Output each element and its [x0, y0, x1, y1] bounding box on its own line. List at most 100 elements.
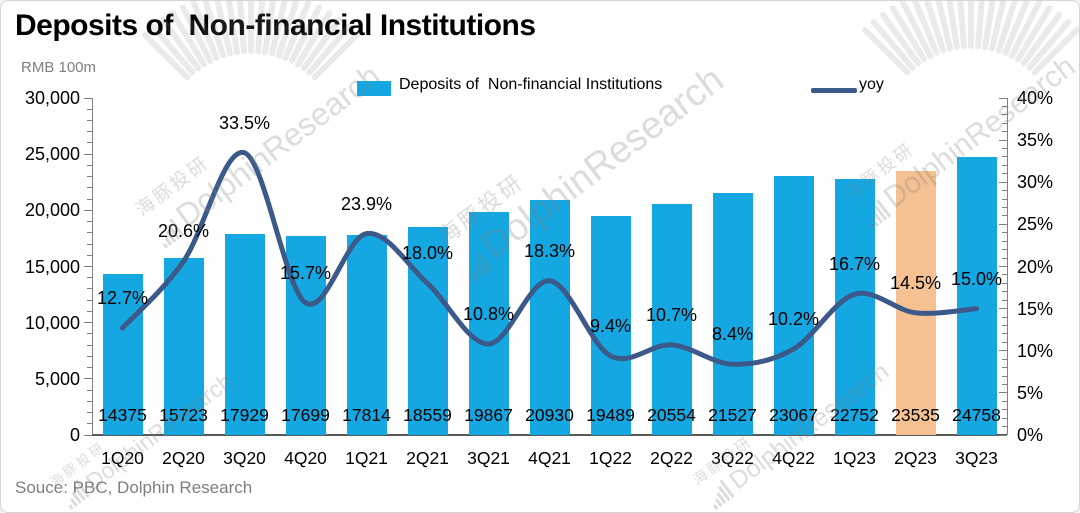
y-axis-right-tick-label: 35% — [1017, 130, 1054, 151]
bar-1q21 — [346, 234, 387, 435]
y-axis-right-tick — [999, 308, 1007, 310]
y-axis-left-tick-label: 10,000 — [24, 312, 80, 333]
y-axis-left-tick — [87, 355, 92, 357]
yoy-point-label: 9.4% — [589, 315, 632, 336]
y-axis-left-tick-label: 15,000 — [24, 256, 80, 277]
bar-4q20 — [285, 236, 326, 435]
bar-2q21 — [407, 226, 448, 435]
yoy-point-label: 10.8% — [462, 304, 515, 324]
y-axis-right-tick — [1002, 274, 1007, 276]
y-axis-right-tick — [1002, 215, 1007, 217]
y-axis-right-tick — [1002, 400, 1007, 402]
x-axis-label: 4Q21 — [528, 448, 571, 468]
legend-bar-swatch — [357, 81, 391, 96]
bar-value-label: 20554 — [647, 405, 696, 425]
bar-value-label: 15723 — [159, 405, 208, 425]
y-axis-right-tick — [999, 392, 1007, 394]
y-axis-left-tick — [87, 310, 92, 312]
yoy-point-label: 8.4% — [711, 324, 754, 345]
bar-value-label: 22752 — [830, 405, 879, 425]
yoy-point-label: 18.3% — [523, 240, 576, 261]
yoy-point-label: 10.2% — [767, 309, 820, 330]
bar-3q23 — [956, 156, 997, 435]
x-axis-label: 1Q22 — [589, 448, 632, 468]
yoy-point-label: 23.9% — [340, 193, 393, 214]
y-axis-right-tick — [1002, 417, 1007, 419]
bar-1q20 — [102, 273, 143, 435]
bar-value-label: 20930 — [525, 405, 574, 425]
bar-3q22 — [712, 193, 753, 435]
y-axis-left-tick — [87, 277, 92, 279]
source-note: Souce: PBC, Dolphin Research — [15, 478, 253, 497]
y-axis-left-tick-label: 30,000 — [24, 88, 80, 108]
bar-value-label: 23535 — [891, 405, 940, 425]
y-axis-right-tick — [999, 181, 1007, 183]
y-axis-right-tick — [1002, 367, 1007, 369]
bar-value-label: 18559 — [403, 405, 452, 425]
yoy-point-label: 12.7% — [96, 288, 149, 308]
y-axis-right-tick-label: 20% — [1017, 256, 1054, 277]
x-axis-label: 2Q23 — [894, 448, 937, 468]
x-axis-label: 1Q21 — [345, 448, 388, 468]
y-axis-left-tick — [87, 299, 92, 301]
y-axis-right-tick-label: 25% — [1017, 214, 1054, 235]
y-axis-left-tick — [87, 288, 92, 290]
bar-value-label: 17929 — [220, 405, 269, 425]
y-axis-right-tick — [1002, 114, 1007, 116]
y-axis-right-tick — [1002, 409, 1007, 411]
y-axis-right-tick — [1002, 105, 1007, 107]
y-axis-left-tick — [87, 142, 92, 144]
y-axis-right-tick — [1002, 426, 1007, 428]
y-axis-right-tick — [1002, 358, 1007, 360]
y-axis-left-tick — [87, 333, 92, 335]
yoy-point-label: 20.6% — [157, 221, 210, 242]
bar-value-label: 17699 — [281, 405, 330, 425]
y-axis-right-line — [1007, 98, 1008, 435]
y-axis-left-tick — [87, 164, 92, 166]
y-axis-right-tick — [1002, 164, 1007, 166]
bar-4q22 — [773, 175, 814, 435]
y-axis-left-tick — [87, 367, 92, 369]
y-axis-right-tick-label: 10% — [1017, 340, 1054, 361]
y-axis-left-tick — [87, 254, 92, 256]
bar-value-label: 24758 — [952, 405, 1001, 425]
y-axis-left-tick — [84, 434, 92, 436]
bar-value-label: 21527 — [708, 405, 757, 425]
y-axis-right-tick — [999, 139, 1007, 141]
y-axis-right-tick — [999, 434, 1007, 436]
y-axis-right-tick — [999, 97, 1007, 99]
y-axis-right-tick — [1002, 190, 1007, 192]
y-axis-right-tick — [1002, 232, 1007, 234]
y-axis-left-tick-label: 5,000 — [34, 368, 80, 389]
bar-value-label: 23067 — [769, 405, 818, 425]
y-axis-left-tick — [87, 119, 92, 121]
yoy-point-label: 15.7% — [279, 262, 332, 283]
y-axis-left-tick — [87, 176, 92, 178]
bar-3q21 — [468, 211, 509, 435]
y-axis-left-tick — [84, 322, 92, 324]
x-axis-line — [92, 434, 1007, 436]
y-axis-left-tick — [84, 266, 92, 267]
y-axis-left-tick — [87, 198, 92, 200]
y-axis-right-tick-label: 40% — [1017, 88, 1054, 108]
bar-3q20 — [224, 233, 265, 435]
y-axis-right-tick — [1002, 122, 1007, 124]
y-axis-right-tick — [1002, 324, 1007, 326]
y-axis-right-tick — [1002, 375, 1007, 377]
x-axis-label: 2Q20 — [162, 448, 205, 468]
y-axis-right-tick — [999, 266, 1007, 267]
yoy-point-label: 10.7% — [645, 304, 698, 325]
y-axis-right-tick — [1002, 207, 1007, 209]
yoy-point-label: 14.5% — [889, 272, 942, 293]
yoy-point-label: 16.7% — [828, 254, 881, 275]
y-axis-right-tick — [1002, 240, 1007, 242]
chart-title: Deposits of Non-financial Institutions — [15, 9, 536, 42]
y-axis-right-tick — [1002, 257, 1007, 259]
y-axis-left-tick — [87, 400, 92, 402]
legend-line-swatch — [811, 88, 857, 93]
x-axis-label: 4Q22 — [772, 448, 815, 468]
y-axis-left-tick — [84, 97, 92, 99]
y-axis-right-tick — [999, 223, 1007, 225]
yoy-line — [120, 150, 979, 367]
